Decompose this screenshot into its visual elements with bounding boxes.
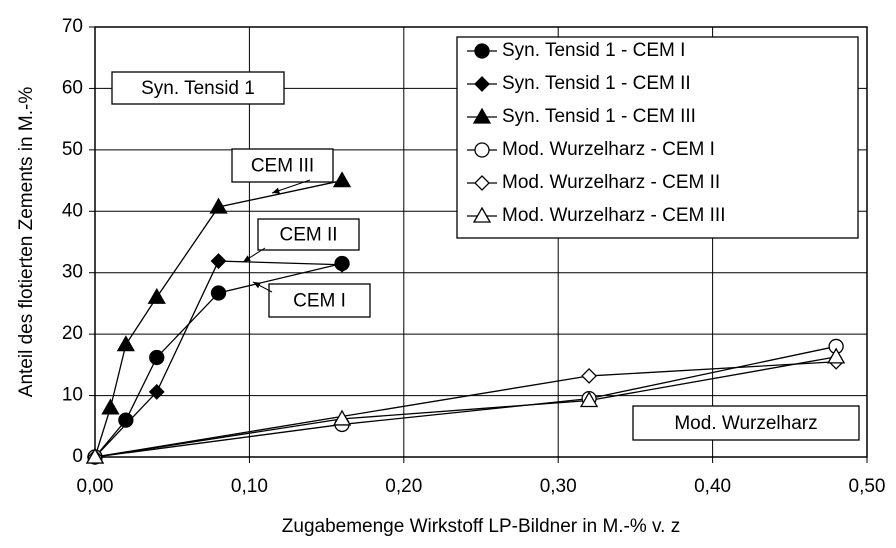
y-tick-label: 60: [62, 77, 83, 98]
y-tick-label: 30: [62, 262, 83, 283]
x-axis-label: Zugabemenge Wirkstoff LP-Bildner in M.-%…: [282, 516, 680, 537]
marker: [116, 335, 136, 352]
y-tick-label: 70: [62, 16, 83, 37]
annotation-box: [632, 405, 860, 441]
legend-marker: [474, 43, 490, 59]
annotation: CEM I: [293, 291, 346, 312]
marker: [210, 253, 227, 269]
series-line: [94, 356, 837, 458]
y-tick-label: 40: [62, 200, 83, 221]
legend-marker: [472, 206, 492, 223]
legend-label: Mod. Wurzelharz - CEM I: [502, 139, 715, 160]
x-tick-label: 0,00: [77, 476, 114, 497]
legend-box: [456, 36, 859, 239]
y-axis-label: Anteil des flotierten Zements in M.-%: [16, 87, 37, 398]
marker: [579, 391, 599, 408]
annotation-box: [111, 71, 285, 105]
marker: [826, 347, 846, 364]
x-tick-label: 0,50: [849, 476, 886, 497]
legend-marker: [472, 107, 492, 124]
marker: [118, 412, 134, 428]
series-line: [94, 179, 343, 458]
annotation-box: [231, 148, 334, 183]
legend-marker: [474, 175, 490, 191]
legend-label: Mod. Wurzelharz - CEM II: [502, 172, 720, 193]
marker: [209, 197, 228, 214]
arrow-head: [272, 187, 280, 194]
legend-label: Mod. Wurzelharz - CEM III: [502, 205, 725, 226]
arrow-head: [243, 255, 251, 262]
annotation: Mod. Wurzelharz: [674, 413, 817, 434]
plot-border: [94, 26, 868, 458]
marker: [332, 171, 352, 188]
annotation-box: [257, 218, 360, 251]
y-tick-label: 0: [72, 446, 83, 467]
annotation-box: [268, 283, 371, 318]
x-tick-label: 0,20: [385, 476, 422, 497]
annotation: CEM III: [251, 156, 314, 177]
x-tick-label: 0,40: [694, 476, 731, 497]
y-tick-label: 50: [62, 139, 83, 160]
marker: [148, 383, 165, 400]
marker: [332, 409, 352, 426]
annotation: CEM II: [279, 225, 337, 246]
marker: [334, 256, 350, 273]
y-tick-label: 10: [62, 385, 83, 406]
legend-label: Syn. Tensid 1 - CEM II: [502, 73, 691, 94]
marker: [85, 447, 105, 464]
marker: [149, 349, 165, 366]
marker: [581, 367, 597, 384]
series-line: [94, 345, 837, 458]
y-tick-label: 20: [62, 323, 83, 344]
marker: [210, 285, 227, 301]
legend-label: Syn. Tensid 1 - CEM III: [502, 106, 696, 127]
x-tick-label: 0,30: [540, 476, 577, 497]
x-tick-label: 0,10: [231, 476, 268, 497]
annotation: Syn. Tensid 1: [141, 78, 255, 99]
marker: [101, 398, 120, 415]
marker: [147, 287, 166, 304]
legend-marker: [474, 76, 490, 92]
legend-label: Syn. Tensid 1 - CEM I: [502, 40, 685, 61]
legend-marker: [474, 142, 490, 158]
arrow-head: [253, 282, 261, 289]
